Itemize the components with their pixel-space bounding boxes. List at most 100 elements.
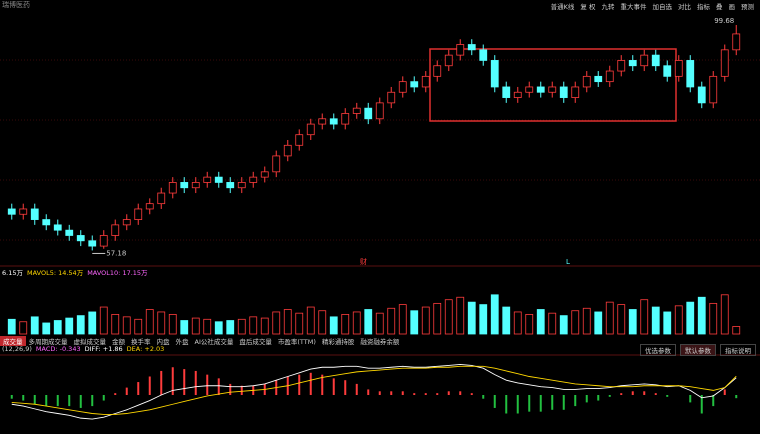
candle-body bbox=[686, 60, 695, 88]
indicator-tab[interactable]: 换手率 bbox=[131, 337, 151, 346]
volume-bar bbox=[19, 321, 28, 335]
candle-body bbox=[111, 224, 120, 236]
toolbar-item[interactable]: 画 bbox=[728, 3, 736, 11]
volume-bar bbox=[525, 313, 534, 335]
candle-body bbox=[30, 208, 39, 220]
candle-body bbox=[548, 86, 557, 93]
volume-bar bbox=[617, 304, 626, 335]
volume-legend-item: MAVOL10: 17.15万 bbox=[87, 269, 148, 277]
toolbar-item[interactable]: 指标 bbox=[697, 3, 710, 11]
volume-bar bbox=[203, 318, 212, 335]
candle-body bbox=[42, 219, 51, 226]
candle-body bbox=[582, 75, 591, 88]
macd-buttons: 优选参数 默认参数 指标说明 bbox=[640, 344, 756, 356]
macd-button[interactable]: 默认参数 bbox=[680, 344, 716, 356]
candle-body bbox=[674, 60, 683, 77]
volume-bar bbox=[502, 306, 511, 335]
candle-body bbox=[732, 33, 741, 51]
toolbar-item[interactable]: 普通K线 bbox=[550, 3, 575, 11]
volume-bar bbox=[433, 302, 442, 335]
indicator-tab[interactable]: 融资融券余额 bbox=[360, 337, 400, 346]
volume-bar bbox=[260, 317, 269, 335]
candle-body bbox=[19, 208, 28, 215]
candle-body bbox=[318, 118, 327, 125]
volume-bar bbox=[571, 310, 580, 335]
indicator-tab[interactable]: 虚拟成交量 bbox=[73, 337, 107, 346]
candle-body bbox=[157, 192, 166, 205]
indicator-tab[interactable]: 多周期成交量 bbox=[28, 337, 68, 346]
volume-bar bbox=[191, 317, 200, 335]
candle-body bbox=[479, 49, 488, 61]
candle-body bbox=[617, 60, 626, 72]
candle-body bbox=[237, 182, 246, 189]
candle-body bbox=[7, 208, 16, 215]
volume-bar bbox=[145, 309, 154, 335]
macd-line bbox=[11, 365, 737, 415]
candle-body bbox=[467, 44, 476, 51]
volume-bar bbox=[306, 306, 315, 335]
toolbar-item[interactable]: 叠 bbox=[716, 3, 723, 11]
volume-bar bbox=[686, 301, 695, 335]
macd-button[interactable]: 指标说明 bbox=[720, 344, 756, 356]
volume-bar bbox=[122, 316, 131, 335]
volume-bar bbox=[467, 301, 476, 335]
volume-bar bbox=[628, 309, 637, 335]
indicator-tab[interactable]: 成交量 bbox=[0, 335, 26, 346]
candle-body bbox=[249, 176, 258, 183]
macd-legend-item: (12,26,9) bbox=[2, 345, 32, 353]
candle-body bbox=[444, 54, 453, 67]
indicator-tab[interactable]: 盘后成交量 bbox=[239, 337, 272, 346]
volume-bar bbox=[398, 304, 407, 335]
volume-bar bbox=[88, 311, 97, 335]
candle-body bbox=[364, 107, 373, 120]
toolbar-item[interactable]: 重大事件 bbox=[620, 3, 647, 11]
volume-bar bbox=[663, 311, 672, 335]
candle-body bbox=[697, 86, 706, 104]
toolbar-item[interactable]: 对比 bbox=[678, 3, 691, 11]
indicator-tabs: 成交量 多周期成交量 虚拟成交量 金额 换手率 内盘 外盘 AI公社成交量 盘后成交量 市盈率(T… bbox=[0, 335, 402, 346]
macd-legend-item: DEA: +2.03 bbox=[126, 345, 165, 353]
volume-bar bbox=[99, 306, 108, 335]
volume-bar bbox=[111, 313, 120, 335]
candle-body bbox=[490, 60, 499, 88]
volume-bar bbox=[674, 305, 683, 335]
macd-line bbox=[11, 364, 737, 420]
macd-legend: (12,26,9) MACD: -0.343 DIFF: +1.86 DEA: +2.… bbox=[2, 345, 164, 353]
volume-bar bbox=[237, 318, 246, 335]
indicator-tab[interactable]: 市盈率(TTM) bbox=[277, 337, 316, 346]
candle-body bbox=[99, 235, 108, 247]
macd-button[interactable]: 优选参数 bbox=[640, 344, 676, 356]
volume-bar bbox=[697, 296, 706, 335]
toolbar-item[interactable]: 预测 bbox=[741, 3, 754, 11]
indicator-tab[interactable]: 内盘 bbox=[156, 337, 170, 346]
toolbar-item[interactable]: 九转 bbox=[601, 3, 615, 11]
highlight-box bbox=[429, 48, 677, 122]
candle-body bbox=[122, 219, 131, 226]
volume-bar bbox=[421, 306, 430, 335]
volume-bar bbox=[559, 315, 568, 335]
volume-bar bbox=[42, 322, 51, 335]
indicator-tab[interactable]: AI公社成交量 bbox=[194, 337, 234, 346]
candle-body bbox=[502, 86, 511, 98]
volume-bar bbox=[548, 312, 557, 335]
low-label: 57.18 bbox=[106, 249, 126, 257]
candle-body bbox=[398, 81, 407, 93]
candle-body bbox=[76, 235, 85, 242]
indicator-tab[interactable]: 外盘 bbox=[175, 337, 189, 346]
toolbar-item[interactable]: 复 权 bbox=[580, 3, 596, 11]
event-marker: 财 bbox=[360, 257, 367, 266]
toolbar-item[interactable]: 加自选 bbox=[652, 3, 673, 11]
volume-bar bbox=[387, 307, 396, 335]
volume-legend-item: MAVOL5: 14.54万 bbox=[26, 269, 84, 277]
candle-body bbox=[640, 54, 649, 67]
event-marker: L bbox=[566, 258, 570, 266]
volume-bar bbox=[732, 326, 741, 335]
candle-body bbox=[283, 144, 292, 157]
indicator-tab[interactable]: 金额 bbox=[112, 337, 125, 346]
candle-body bbox=[628, 60, 637, 67]
stock-name: 瑞博医药 bbox=[2, 0, 30, 9]
indicator-tab[interactable]: 精彩通持股 bbox=[321, 337, 355, 346]
volume-bar bbox=[341, 313, 350, 335]
candle-body bbox=[559, 86, 568, 98]
